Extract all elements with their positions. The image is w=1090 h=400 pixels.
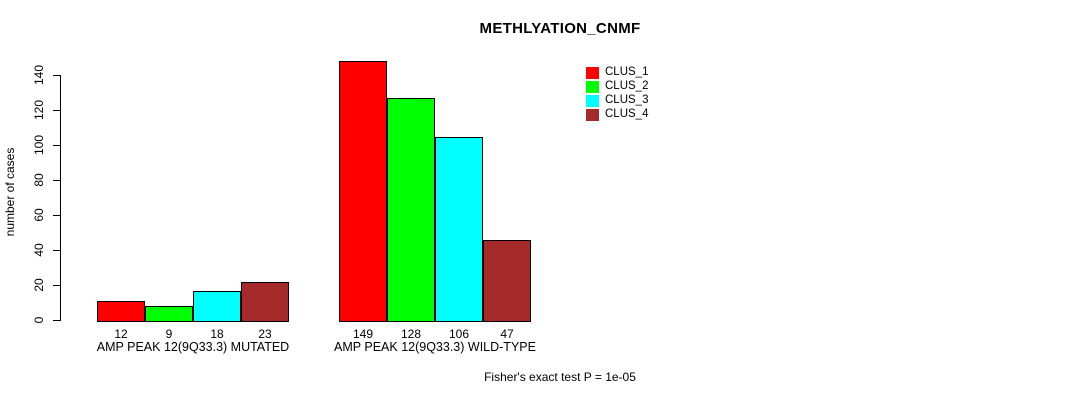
legend-item: CLUS_3 (586, 94, 648, 107)
legend-swatch (586, 108, 599, 121)
bar-value-label: 23 (258, 327, 272, 341)
bar-clus-4-cat2 (483, 239, 531, 322)
y-tick (53, 110, 60, 111)
legend-swatch (586, 66, 599, 79)
bar-clus-2-cat2 (387, 98, 435, 322)
legend-label: CLUS_3 (605, 94, 649, 106)
bar-value-label: 12 (114, 327, 128, 341)
bar-value-label: 149 (352, 327, 374, 341)
y-tick (53, 75, 60, 76)
legend: CLUS_1 CLUS_2 CLUS_3 CLUS_4 (586, 66, 648, 121)
y-tick-label: 80 (32, 173, 46, 187)
bar-value-label: 128 (400, 327, 422, 341)
y-tick (53, 320, 60, 321)
y-tick-label: 40 (32, 243, 46, 257)
legend-item: CLUS_1 (586, 66, 648, 79)
y-tick-label: 120 (32, 99, 46, 121)
y-tick (53, 285, 60, 286)
y-tick-label: 60 (32, 208, 46, 222)
legend-swatch (586, 94, 599, 107)
legend-label: CLUS_4 (605, 108, 649, 120)
bar-value-label: 106 (448, 327, 470, 341)
bar-value-label: 18 (210, 327, 224, 341)
bar-clus-3-cat1 (193, 290, 241, 322)
bar-clus-1-cat2 (339, 61, 387, 322)
y-tick-label: 0 (32, 316, 46, 324)
x-group-label: AMP PEAK 12(9Q33.3) WILD-TYPE (334, 340, 536, 354)
legend-item: CLUS_4 (586, 108, 648, 121)
footnote-text: Fisher's exact test P = 1e-05 (484, 370, 636, 384)
bar-clus-4-cat1 (241, 281, 289, 322)
bar-clus-1-cat1 (97, 301, 145, 322)
legend-swatch (586, 80, 599, 93)
y-tick (53, 250, 60, 251)
chart-title: METHLYATION_CNMF (479, 20, 641, 37)
bar-value-label: 47 (500, 327, 514, 341)
y-tick-label: 100 (32, 134, 46, 156)
y-axis-line (60, 75, 61, 321)
bar-clus-2-cat1 (145, 306, 193, 322)
y-tick (53, 145, 60, 146)
x-group-label: AMP PEAK 12(9Q33.3) MUTATED (96, 340, 290, 354)
bar-clus-3-cat2 (435, 136, 483, 322)
y-axis-label: number of cases (3, 147, 17, 237)
y-tick-label: 140 (32, 64, 46, 86)
legend-item: CLUS_2 (586, 80, 648, 93)
legend-label: CLUS_1 (605, 66, 649, 78)
y-tick (53, 180, 60, 181)
y-tick-label: 20 (32, 278, 46, 292)
bar-value-label: 9 (165, 327, 173, 341)
legend-label: CLUS_2 (605, 80, 649, 92)
y-tick (53, 215, 60, 216)
